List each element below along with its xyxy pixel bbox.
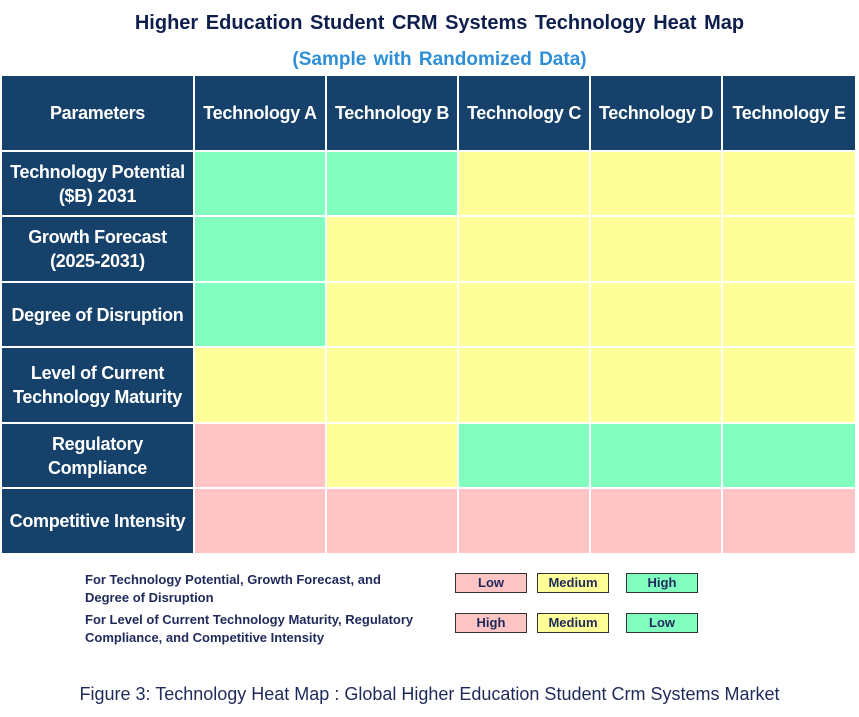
legend-item: Medium	[537, 613, 609, 633]
heat-cell	[591, 348, 723, 424]
legend-text: For Level of Current Technology Maturity…	[85, 612, 414, 645]
heat-cell	[591, 489, 723, 555]
legend-item: High	[626, 573, 698, 593]
legend-item: Low	[626, 613, 698, 633]
heat-cell	[459, 152, 591, 217]
row-header: Level of Current Technology Maturity	[2, 348, 195, 424]
heat-cell	[723, 283, 857, 348]
heat-cell	[723, 489, 857, 555]
heat-cell	[459, 283, 591, 348]
column-header: Technology E	[723, 76, 857, 152]
heat-cell	[723, 152, 857, 217]
row-header: Growth Forecast (2025-2031)	[2, 217, 195, 283]
heat-cell	[327, 348, 459, 424]
heat-cell	[459, 217, 591, 283]
heat-cell	[723, 424, 857, 489]
heat-cell	[195, 217, 327, 283]
column-header: Technology C	[459, 76, 591, 152]
heat-cell	[195, 489, 327, 555]
heat-cell	[195, 152, 327, 217]
heat-cell	[591, 283, 723, 348]
row-header: Regulatory Compliance	[2, 424, 195, 489]
row-header: Technology Potential ($B) 2031	[2, 152, 195, 217]
legend-item: Low	[455, 573, 527, 593]
heat-cell	[723, 217, 857, 283]
column-header: Technology A	[195, 76, 327, 152]
column-header: Technology D	[591, 76, 723, 152]
column-header: Parameters	[2, 76, 195, 152]
heat-cell	[327, 489, 459, 555]
legend-text: For Technology Potential, Growth Forecas…	[85, 572, 381, 605]
caption: Figure 3: Technology Heat Map : Global H…	[79, 684, 780, 704]
subtitle: (Sample with Randomized Data)	[292, 49, 587, 70]
heat-cell	[327, 217, 459, 283]
heat-cell	[327, 152, 459, 217]
heat-cell	[459, 348, 591, 424]
heat-cell	[459, 489, 591, 555]
heat-cell	[723, 348, 857, 424]
row-header: Competitive Intensity	[2, 489, 195, 555]
heat-cell	[459, 424, 591, 489]
heat-cell	[591, 152, 723, 217]
heat-cell	[327, 424, 459, 489]
row-header: Degree of Disruption	[2, 283, 195, 348]
heat-cell	[327, 283, 459, 348]
heat-cell	[591, 424, 723, 489]
heat-cell	[195, 348, 327, 424]
legend-item: High	[455, 613, 527, 633]
heat-cell	[591, 217, 723, 283]
heat-cell	[195, 424, 327, 489]
heat-cell	[195, 283, 327, 348]
column-header: Technology B	[327, 76, 459, 152]
title: Higher Education Student CRM Systems Tec…	[134, 12, 745, 34]
legend-item: Medium	[537, 573, 609, 593]
